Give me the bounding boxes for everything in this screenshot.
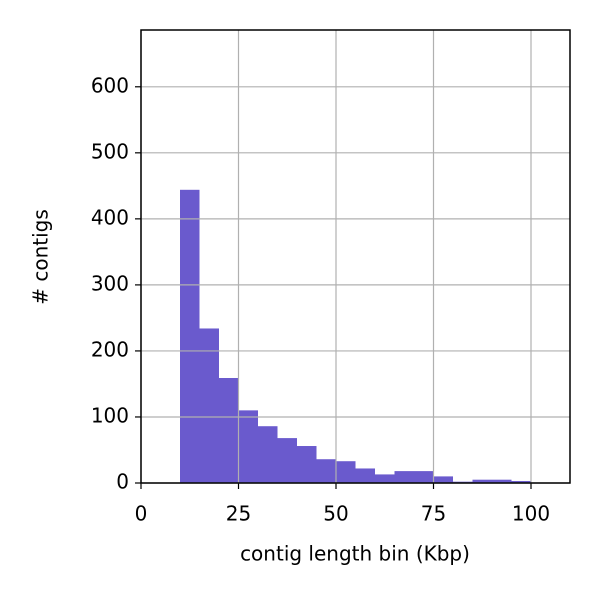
bar: [199, 328, 219, 483]
y-tick-label: 300: [91, 271, 129, 295]
x-tick-label: 100: [512, 502, 550, 526]
y-tick-label: 100: [91, 403, 129, 427]
bar: [258, 426, 278, 483]
bar: [316, 459, 336, 483]
plot-frame: [140, 29, 571, 484]
bar: [277, 438, 297, 483]
bar: [414, 471, 434, 483]
bar: [375, 474, 395, 483]
y-axis-label: # contigs: [29, 209, 53, 305]
x-axis-label: contig length bin (Kbp): [240, 542, 470, 566]
x-tick-label: 25: [226, 502, 251, 526]
x-tick-label: 75: [421, 502, 446, 526]
bar: [472, 479, 492, 483]
bar: [336, 461, 356, 483]
x-tick-label: 0: [135, 502, 148, 526]
x-tick-label: 50: [323, 502, 348, 526]
y-tick-label: 400: [91, 205, 129, 229]
y-tick-label: 600: [91, 73, 129, 97]
bar: [511, 481, 531, 483]
bar: [433, 476, 453, 483]
y-tick-label: 200: [91, 337, 129, 361]
bar: [180, 189, 200, 483]
bar: [219, 378, 239, 483]
bar: [297, 446, 317, 483]
bar: [355, 468, 375, 483]
y-tick-label: 500: [91, 139, 129, 163]
bar: [394, 471, 414, 483]
y-tick-label: 0: [116, 470, 129, 494]
bar: [238, 410, 258, 483]
bar: [492, 479, 512, 483]
